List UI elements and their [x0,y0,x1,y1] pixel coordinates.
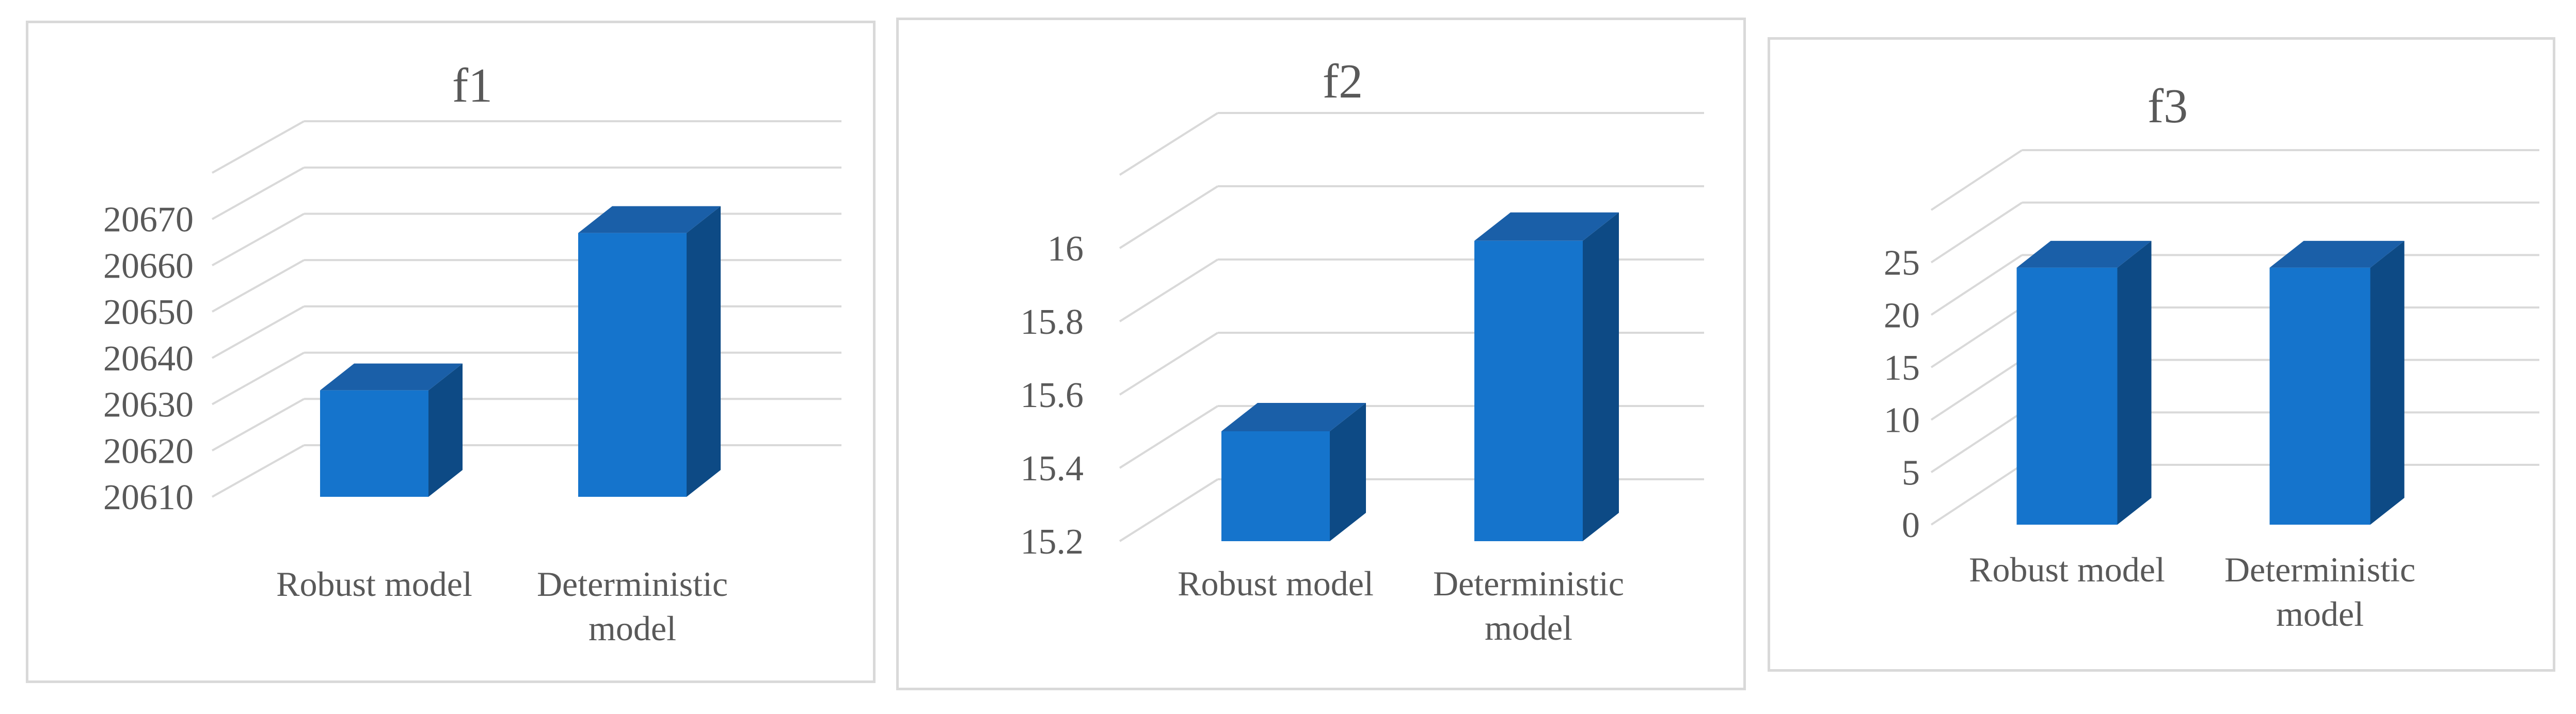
gridlines [1119,112,1704,542]
bar [578,206,721,497]
gridline-side [1930,306,2023,368]
y-tick-label: 25 [1884,244,1920,283]
category-label: Robust model [276,564,472,604]
bar-top [2269,240,2405,268]
gridline-side [1119,185,1219,249]
bar [1474,212,1619,541]
gridline-side [1930,411,2023,474]
gridline-side [1930,149,2023,211]
bar-top [578,206,721,233]
gridline-side [212,305,305,359]
gridline-side [1930,464,2023,526]
y-tick-label: 20 [1884,296,1920,335]
bar-front [2016,267,2118,525]
bar-side [2117,240,2152,525]
gridline-side [212,213,305,267]
bar-front [1221,431,1330,541]
gridline-side [212,120,305,174]
bar-side [687,206,721,497]
chart-title: f2 [1323,55,1363,108]
bar [2016,240,2152,525]
y-tick-label: 20660 [103,246,194,286]
bar-side [428,363,463,497]
category-label: Robust model [1969,550,2165,589]
gridline-side [1119,332,1219,396]
chart-panel-f2: f2 15.2 15.4 15.6 15.8 16 Robust model Determin… [896,18,1746,690]
y-tick-label: 15.8 [1021,302,1084,342]
bar [320,363,463,497]
y-tick-label: 16 [1047,229,1084,269]
bar-top [320,363,463,391]
category-label: Deterministic model [1433,564,1624,647]
gridline-side [1930,201,2023,264]
bar-side [1330,403,1366,541]
gridline-side [212,351,305,405]
chart-panel-f1: f1 20610 20620 20630 20640 20650 20660 20670 Rob… [26,21,876,683]
chart-f2: f2 15.2 15.4 15.6 15.8 16 Robust model Determin… [1021,55,1704,647]
y-tick-label: 15 [1884,348,1920,388]
chart-title: f3 [2148,79,2188,133]
bar-front [578,233,687,497]
bar-front [320,390,428,497]
y-tick-label: 5 [1902,453,1920,493]
bar-side [2370,240,2405,525]
gridline-side [1119,258,1219,322]
gridline-side [1930,254,2023,316]
y-tick-label: 15.6 [1021,376,1084,415]
gridlines [212,120,841,498]
y-tick-label: 15.4 [1021,449,1084,489]
gridline-side [212,444,305,498]
y-tick-label: 10 [1884,401,1920,441]
gridline-side [1930,359,2023,421]
bar [1221,403,1366,541]
bar-front [1474,240,1583,541]
gridline-side [212,398,305,452]
y-tick-label: 20620 [103,431,194,471]
y-tick-label: 20640 [103,339,194,379]
gridline-side [1119,112,1219,176]
category-label: Robust model [1178,564,1374,603]
chart-f3: f3 0 5 10 15 20 25 Robust model Deterministic mod… [1884,79,2539,634]
bar-top [1221,403,1366,431]
y-tick-label: 15.2 [1021,522,1084,562]
category-label: Deterministic model [2224,550,2415,634]
gridline-side [1119,478,1219,542]
bar [2269,240,2405,525]
chart-panel-f3: f3 0 5 10 15 20 25 Robust model Deterministic mod… [1768,37,2555,672]
y-tick-label: 20610 [103,478,194,517]
bar-side [1583,212,1619,541]
gridline-side [212,259,305,313]
y-tick-label: 20670 [103,200,194,240]
category-label: Deterministic model [537,564,728,648]
bar-top [2016,240,2152,268]
chart-f1: f1 20610 20620 20630 20640 20650 20660 20670 Rob… [103,59,841,648]
chart-title: f1 [452,59,492,112]
bar-top [1474,212,1619,241]
y-tick-label: 20630 [103,385,194,425]
gridline-side [212,166,305,220]
y-tick-label: 20650 [103,293,194,332]
bar-front [2269,267,2371,525]
y-tick-label: 0 [1902,506,1920,545]
gridline-side [1119,405,1219,469]
